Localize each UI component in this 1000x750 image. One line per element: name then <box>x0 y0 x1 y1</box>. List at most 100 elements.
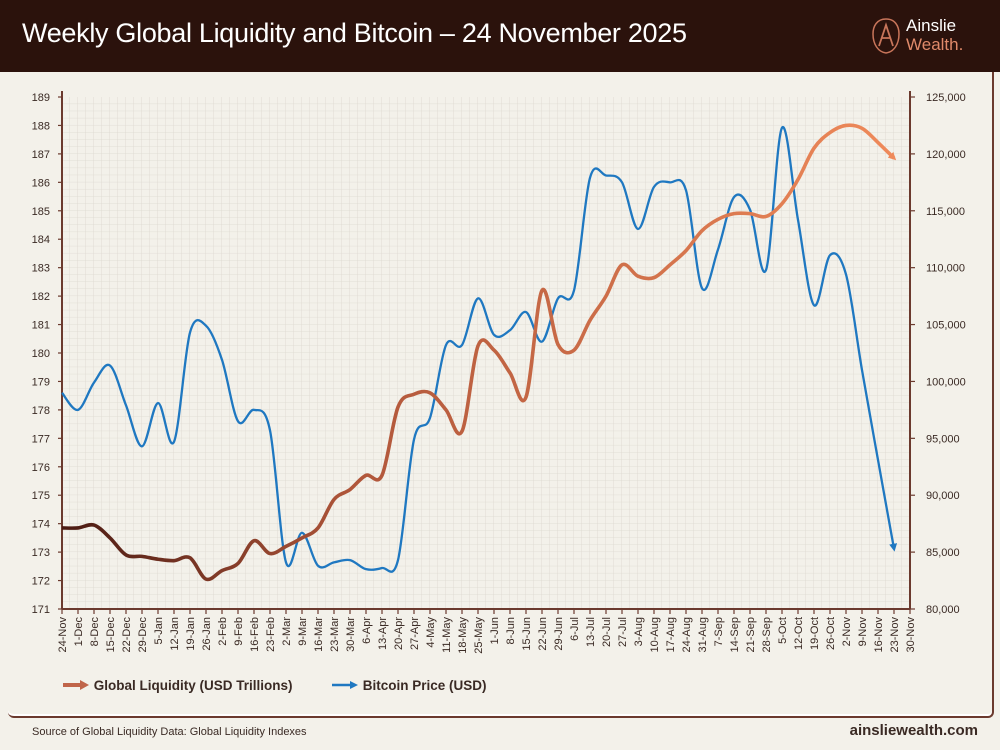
x-tick-label: 15-Dec <box>105 617 117 653</box>
x-tick-label: 9-Nov <box>857 617 869 647</box>
right-tick-label: 120,000 <box>926 149 966 161</box>
right-tick-label: 95,000 <box>926 433 960 445</box>
x-tick-label: 6-Apr <box>361 617 373 644</box>
x-tick-label: 26-Oct <box>825 617 837 650</box>
right-tick-label: 125,000 <box>926 92 966 104</box>
x-tick-label: 30-Mar <box>345 617 357 652</box>
logo-line1: Ainslie <box>906 16 957 35</box>
x-tick-label: 25-May <box>473 617 485 654</box>
x-tick-label: 8-Jun <box>505 617 517 645</box>
x-tick-label: 22-Jun <box>537 617 549 651</box>
x-tick-label: 11-May <box>441 617 453 653</box>
x-tick-label: 16-Nov <box>873 617 885 653</box>
x-tick-label: 24-Aug <box>681 617 693 652</box>
x-tick-label: 16-Mar <box>313 617 325 652</box>
x-tick-label: 9-Mar <box>297 617 309 646</box>
x-tick-label: 24-Nov <box>57 617 69 653</box>
left-tick-label: 176 <box>32 462 50 474</box>
x-tick-label: 4-May <box>425 617 437 648</box>
left-tick-label: 187 <box>32 149 50 161</box>
right-tick-label: 90,000 <box>926 490 960 502</box>
legend-bitcoin-label: Bitcoin Price (USD) <box>362 678 487 693</box>
x-tick-label: 17-Aug <box>665 617 677 652</box>
legend-bitcoin: Bitcoin Price (USD) <box>331 678 487 693</box>
x-tick-label: 2-Feb <box>217 617 229 646</box>
x-tick-label: 10-Aug <box>649 617 661 652</box>
x-tick-label: 19-Jan <box>185 617 197 651</box>
x-tick-label: 14-Sep <box>729 617 741 652</box>
x-tick-label: 13-Apr <box>377 617 389 650</box>
right-tick-label: 110,000 <box>926 263 965 275</box>
left-tick-label: 173 <box>32 547 50 559</box>
x-tick-label: 23-Feb <box>265 617 277 652</box>
page-title: Weekly Global Liquidity and Bitcoin – 24… <box>22 18 687 48</box>
x-tick-label: 9-Feb <box>233 617 245 646</box>
ainslie-wealth-logo: Ainslie Wealth. <box>870 16 990 56</box>
legend-liquidity-arrow-icon <box>63 680 89 690</box>
x-tick-label: 30-Nov <box>905 617 917 653</box>
x-tick-label: 3-Aug <box>633 617 645 646</box>
x-tick-label: 20-Apr <box>393 617 405 650</box>
x-tick-label: 23-Mar <box>329 617 341 652</box>
x-tick-label: 2-Mar <box>281 617 293 646</box>
right-tick-label: 105,000 <box>926 320 966 332</box>
source-note: Source of Global Liquidity Data: Global … <box>32 726 307 738</box>
left-tick-label: 172 <box>32 576 50 588</box>
x-tick-label: 12-Oct <box>793 617 805 650</box>
x-tick-label: 31-Aug <box>697 617 709 652</box>
x-tick-label: 6-Jul <box>569 617 581 641</box>
plot-grid <box>62 97 910 609</box>
x-tick-label: 15-Jun <box>521 617 533 651</box>
legend-liquidity-label: Global Liquidity (USD Trillions) <box>93 678 293 693</box>
logo-line2: Wealth. <box>906 35 964 54</box>
left-tick-label: 175 <box>32 490 50 502</box>
x-tick-label: 1-Dec <box>73 617 85 647</box>
x-tick-label: 12-Jan <box>169 617 181 651</box>
left-tick-label: 171 <box>32 604 50 616</box>
x-tick-label: 21-Sep <box>745 617 757 652</box>
x-tick-label: 1-Jun <box>489 617 501 645</box>
x-tick-label: 5-Jan <box>153 617 165 645</box>
x-tick-label: 7-Sep <box>713 617 725 646</box>
x-tick-label: 16-Feb <box>249 617 261 652</box>
x-tick-label: 28-Sep <box>761 617 773 652</box>
x-tick-label: 19-Oct <box>809 617 821 650</box>
left-tick-label: 178 <box>32 405 50 417</box>
right-tick-label: 100,000 <box>926 376 966 388</box>
left-tick-label: 189 <box>32 92 50 104</box>
right-tick-label: 85,000 <box>926 547 960 559</box>
x-tick-label: 22-Dec <box>121 617 133 653</box>
left-tick-label: 182 <box>32 291 50 303</box>
left-tick-label: 177 <box>32 433 50 445</box>
header: Weekly Global Liquidity and Bitcoin – 24… <box>0 0 1000 72</box>
right-tick-label: 115,000 <box>926 206 965 218</box>
x-tick-label: 23-Nov <box>889 617 901 653</box>
x-tick-label: 27-Jul <box>617 617 629 647</box>
left-tick-label: 179 <box>32 376 50 388</box>
left-tick-label: 180 <box>32 348 50 360</box>
left-tick-label: 183 <box>32 263 50 275</box>
x-tick-label: 27-Apr <box>409 617 421 650</box>
x-tick-label: 2-Nov <box>841 617 853 647</box>
bitcoin-price-line <box>61 126 898 573</box>
left-tick-label: 184 <box>32 234 50 246</box>
x-tick-label: 20-Jul <box>601 617 613 647</box>
left-tick-label: 174 <box>32 519 50 531</box>
x-tick-label: 5-Oct <box>777 617 789 644</box>
legend-liquidity: Global Liquidity (USD Trillions) <box>62 678 293 693</box>
legend-bitcoin-arrow-icon <box>332 681 358 689</box>
left-tick-label: 186 <box>32 177 50 189</box>
left-tick-label: 185 <box>32 206 50 218</box>
x-tick-label: 8-Dec <box>89 617 101 647</box>
left-tick-label: 181 <box>32 320 50 332</box>
x-tick-label: 26-Jan <box>201 617 213 651</box>
x-tick-label: 29-Jun <box>553 617 565 651</box>
global-liquidity-line <box>61 123 897 582</box>
logo-a-icon <box>872 18 900 54</box>
left-tick-label: 188 <box>32 120 50 132</box>
website-link[interactable]: ainsliewealth.com <box>849 722 978 739</box>
x-tick-label: 13-Jul <box>585 617 597 647</box>
x-tick-label: 18-May <box>457 617 469 654</box>
right-tick-label: 80,000 <box>926 604 960 616</box>
